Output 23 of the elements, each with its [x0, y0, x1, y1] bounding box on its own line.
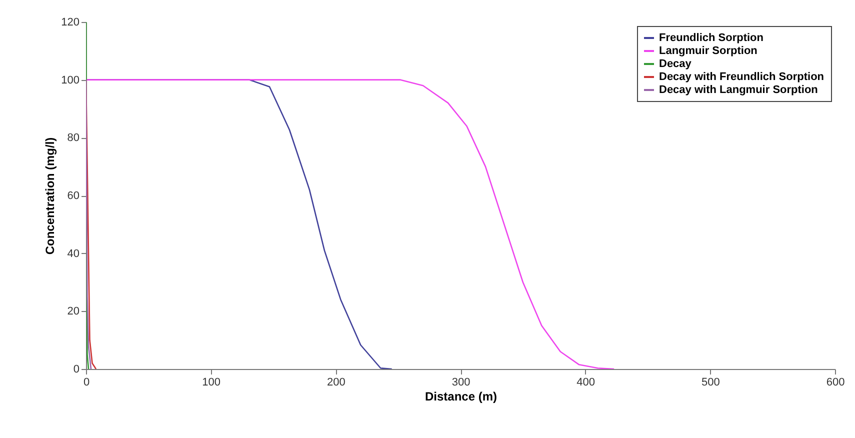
x-tick-label: 0	[83, 376, 90, 388]
legend-label: Langmuir Sorption	[659, 45, 758, 57]
x-tick-label: 400	[576, 376, 596, 388]
y-tick-label: 120	[61, 16, 80, 28]
line-series	[86, 79, 615, 369]
x-axis-title: Distance (m)	[424, 390, 498, 404]
line-series	[86, 79, 92, 369]
y-axis-title: Concentration (mg/l)	[43, 137, 58, 255]
x-tick-label: 500	[701, 376, 720, 388]
x-tick-label: 300	[452, 376, 470, 388]
y-tick-label: 60	[67, 190, 80, 202]
y-tick-label: 80	[67, 132, 80, 144]
legend-label: Decay	[659, 58, 692, 70]
legend-label: Decay with Freundlich Sorption	[659, 71, 824, 83]
x-tick-label: 200	[326, 376, 346, 388]
legend-label: Decay with Langmuir Sorption	[659, 84, 818, 96]
y-tick-label: 20	[67, 306, 80, 318]
x-tick-label: 100	[202, 376, 221, 388]
y-tick-label: 0	[73, 364, 80, 376]
x-tick-label: 600	[826, 376, 845, 388]
y-tick-label: 100	[61, 74, 80, 86]
legend-label: Freundlich Sorption	[659, 32, 764, 44]
y-tick-label: 40	[67, 248, 80, 260]
